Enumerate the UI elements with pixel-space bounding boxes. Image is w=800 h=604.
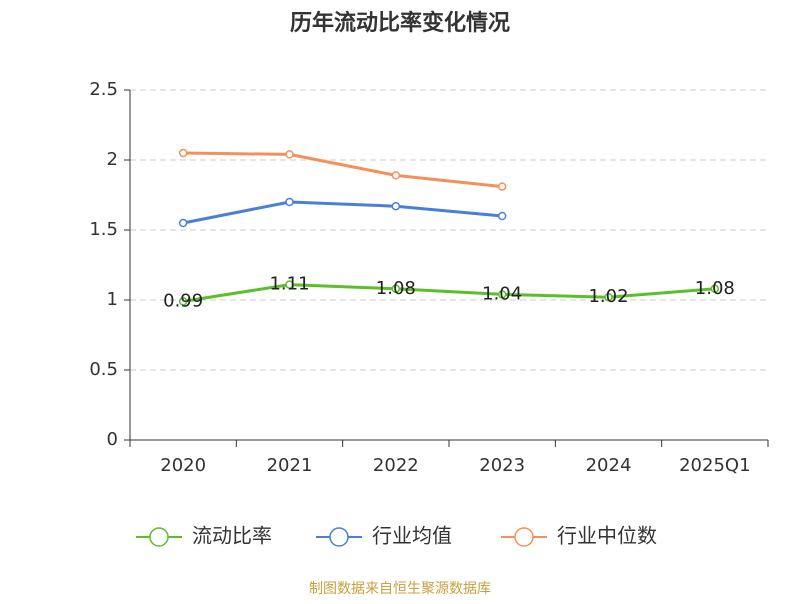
legend-marker — [514, 527, 534, 547]
y-tick-label: 1 — [107, 289, 118, 310]
x-tick-label: 2023 — [479, 455, 525, 476]
data-label: 1.08 — [695, 278, 735, 299]
data-point — [285, 150, 294, 159]
data-label: 0.99 — [163, 290, 203, 311]
x-tick-label: 2024 — [586, 455, 632, 476]
legend-label: 行业中位数 — [557, 524, 657, 548]
y-tick-label: 1.5 — [89, 219, 118, 240]
legend-marker — [329, 527, 349, 547]
legend-marker — [149, 527, 169, 547]
data-point — [178, 218, 188, 228]
data-label: 1.11 — [269, 274, 309, 295]
x-tick-label: 2020 — [160, 455, 206, 476]
data-point — [285, 280, 294, 289]
series-line — [182, 283, 715, 303]
data-point — [604, 292, 613, 302]
data-point — [178, 148, 188, 158]
data-label: 1.08 — [376, 278, 416, 299]
data-point — [710, 284, 720, 294]
y-tick-label: 0 — [107, 429, 118, 450]
chart-title: 历年流动比率变化情况 — [290, 10, 510, 36]
data-point — [391, 201, 401, 211]
series-line — [183, 151, 503, 189]
x-tick-label: 2025Q1 — [679, 455, 750, 476]
y-tick-label: 2 — [107, 149, 118, 170]
y-tick-label: 0.5 — [89, 359, 118, 380]
data-point — [497, 182, 507, 191]
data-label: 1.02 — [588, 286, 628, 307]
data-point — [178, 297, 188, 306]
source-note: 制图数据来自恒生聚源数据库 — [309, 581, 491, 597]
legend-label: 流动比率 — [192, 524, 272, 548]
data-label: 1.04 — [482, 283, 522, 304]
y-tick-label: 2.5 — [89, 79, 118, 100]
legend-label: 行业均值 — [372, 524, 452, 548]
series-line — [182, 200, 503, 225]
x-tick-label: 2021 — [267, 455, 313, 476]
data-point — [391, 171, 401, 180]
data-point — [391, 284, 401, 294]
data-point — [497, 211, 507, 221]
data-point — [497, 290, 507, 299]
x-tick-label: 2022 — [373, 455, 419, 476]
data-point — [285, 197, 294, 207]
